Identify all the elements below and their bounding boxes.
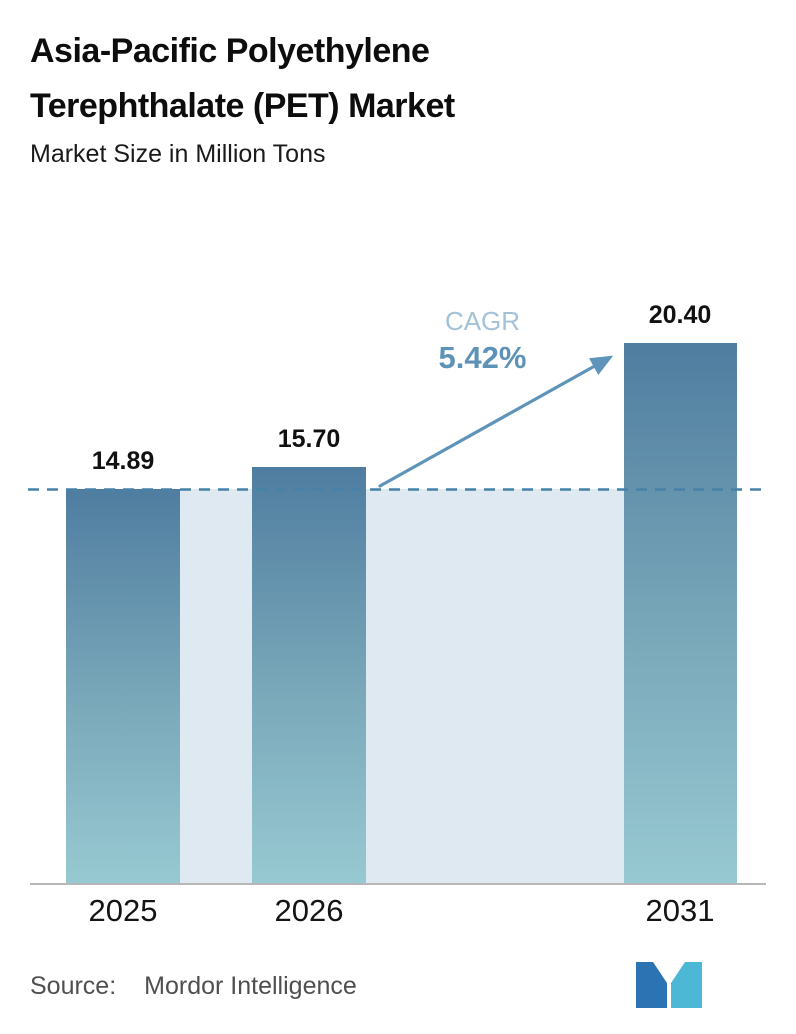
chart-subtitle: Market Size in Million Tons [30, 140, 326, 168]
chart-title-line1: Asia-Pacific Polyethylene [30, 32, 430, 70]
chart-title: Asia-Pacific Polyethylene Terephthalate (… [30, 24, 455, 134]
bar-2025 [66, 489, 180, 883]
logo-right-shape [671, 962, 702, 1008]
bar-value-label-2025: 14.89 [91, 447, 155, 475]
bar-value-label-2026: 15.70 [277, 425, 341, 453]
source-value: Mordor Intelligence [144, 972, 357, 1000]
x-tick-2026: 2026 [274, 893, 344, 928]
x-tick-2031: 2031 [645, 893, 715, 928]
trend-arrow [378, 355, 614, 488]
source-label: Source: [30, 972, 117, 1000]
mordor-intelligence-logo [636, 962, 702, 1008]
x-tick-2025: 2025 [88, 893, 158, 928]
bar-value-label-2031: 20.40 [648, 301, 712, 329]
bar-2031 [624, 343, 737, 883]
cagr-label: CAGR [444, 306, 521, 336]
bar-2026 [252, 467, 366, 883]
chart-title-line2: Terephthalate (PET) Market [30, 87, 455, 125]
cagr-value: 5.42% [438, 340, 527, 375]
source-line: Source: Mordor Intelligence [30, 972, 357, 1001]
x-axis-line [30, 883, 766, 885]
logo-left-shape [636, 962, 667, 1008]
